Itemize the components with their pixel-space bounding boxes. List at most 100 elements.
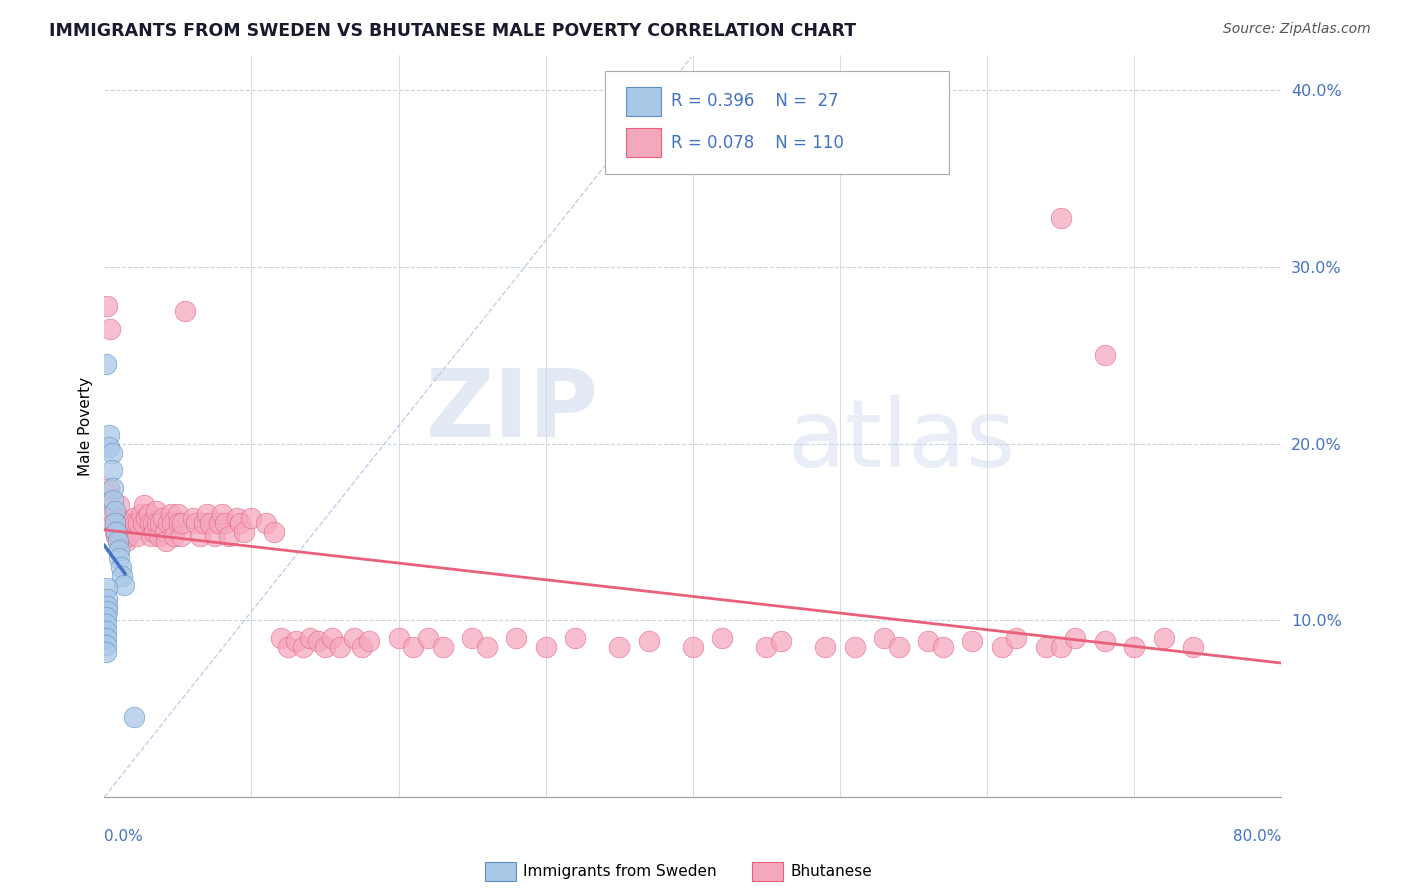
Point: [1005, 631, 1028, 645]
Point: [96, 604, 118, 618]
Point: [844, 640, 866, 654]
Text: 0.0%: 0.0%: [104, 829, 143, 844]
Point: [108, 542, 131, 557]
Point: [108, 551, 131, 566]
Point: [135, 511, 157, 525]
Point: [104, 504, 127, 518]
Point: [111, 569, 134, 583]
Point: [228, 516, 250, 530]
Text: atlas: atlas: [787, 395, 1015, 487]
Point: [108, 511, 131, 525]
Point: [167, 508, 190, 522]
Point: [461, 631, 484, 645]
Point: [100, 445, 122, 459]
Point: [103, 481, 125, 495]
Point: [97, 440, 120, 454]
Point: [193, 516, 215, 530]
Point: [131, 516, 153, 530]
Point: [96, 599, 118, 614]
Point: [211, 508, 233, 522]
Point: [607, 640, 630, 654]
Point: [195, 508, 218, 522]
Point: [1153, 631, 1175, 645]
Point: [112, 516, 135, 530]
Point: [873, 631, 896, 645]
Point: [94, 609, 117, 624]
Point: [94, 357, 117, 371]
Point: [117, 528, 139, 542]
Point: [534, 640, 557, 654]
Point: [103, 516, 125, 530]
Point: [146, 516, 169, 530]
Point: [96, 582, 118, 596]
Point: [149, 516, 172, 530]
Point: [108, 499, 131, 513]
Point: [127, 516, 149, 530]
Point: [139, 516, 162, 530]
Point: [214, 516, 236, 530]
Point: [94, 645, 117, 659]
Point: [120, 516, 142, 530]
Point: [129, 508, 152, 522]
Point: [1094, 348, 1116, 362]
Point: [155, 533, 177, 548]
Point: [153, 524, 176, 539]
Text: Bhutanese: Bhutanese: [790, 864, 872, 879]
Point: [770, 634, 793, 648]
Point: [156, 516, 179, 530]
Point: [1035, 640, 1057, 654]
Point: [159, 508, 181, 522]
Point: [225, 511, 247, 525]
Point: [143, 524, 166, 539]
Point: [263, 524, 285, 539]
Point: [96, 299, 118, 313]
Point: [208, 516, 231, 530]
Point: [233, 524, 256, 539]
Point: [204, 528, 226, 542]
Point: [94, 624, 117, 638]
Point: [115, 533, 138, 548]
Point: [917, 634, 939, 648]
Point: [97, 481, 120, 495]
Point: [148, 528, 170, 542]
Point: [200, 516, 222, 530]
Point: [112, 578, 135, 592]
Point: [1049, 640, 1071, 654]
Point: [932, 640, 955, 654]
Text: Source: ZipAtlas.com: Source: ZipAtlas.com: [1223, 22, 1371, 37]
Point: [94, 616, 117, 631]
Point: [1064, 631, 1087, 645]
Point: [100, 463, 122, 477]
Point: [682, 640, 704, 654]
Point: [141, 528, 163, 542]
Point: [755, 640, 778, 654]
Point: [402, 640, 425, 654]
Point: [125, 528, 148, 542]
Point: [188, 528, 211, 542]
Point: [416, 631, 439, 645]
Point: [564, 631, 586, 645]
Point: [254, 516, 277, 530]
Point: [100, 508, 122, 522]
Point: [505, 631, 527, 645]
Point: [122, 710, 145, 724]
Point: [121, 524, 143, 539]
Point: [314, 640, 336, 654]
Point: [105, 524, 128, 539]
Point: [97, 427, 120, 442]
Point: [160, 516, 183, 530]
Point: [475, 640, 498, 654]
Point: [359, 634, 381, 648]
Text: Immigrants from Sweden: Immigrants from Sweden: [523, 864, 717, 879]
Point: [110, 560, 132, 574]
Text: IMMIGRANTS FROM SWEDEN VS BHUTANESE MALE POVERTY CORRELATION CHART: IMMIGRANTS FROM SWEDEN VS BHUTANESE MALE…: [49, 22, 856, 40]
Point: [270, 631, 292, 645]
Text: 80.0%: 80.0%: [1233, 829, 1281, 844]
Point: [104, 516, 127, 530]
Y-axis label: Male Poverty: Male Poverty: [79, 376, 93, 475]
Point: [107, 533, 129, 548]
Point: [962, 634, 984, 648]
Point: [307, 634, 329, 648]
Point: [152, 511, 174, 525]
Point: [110, 521, 132, 535]
